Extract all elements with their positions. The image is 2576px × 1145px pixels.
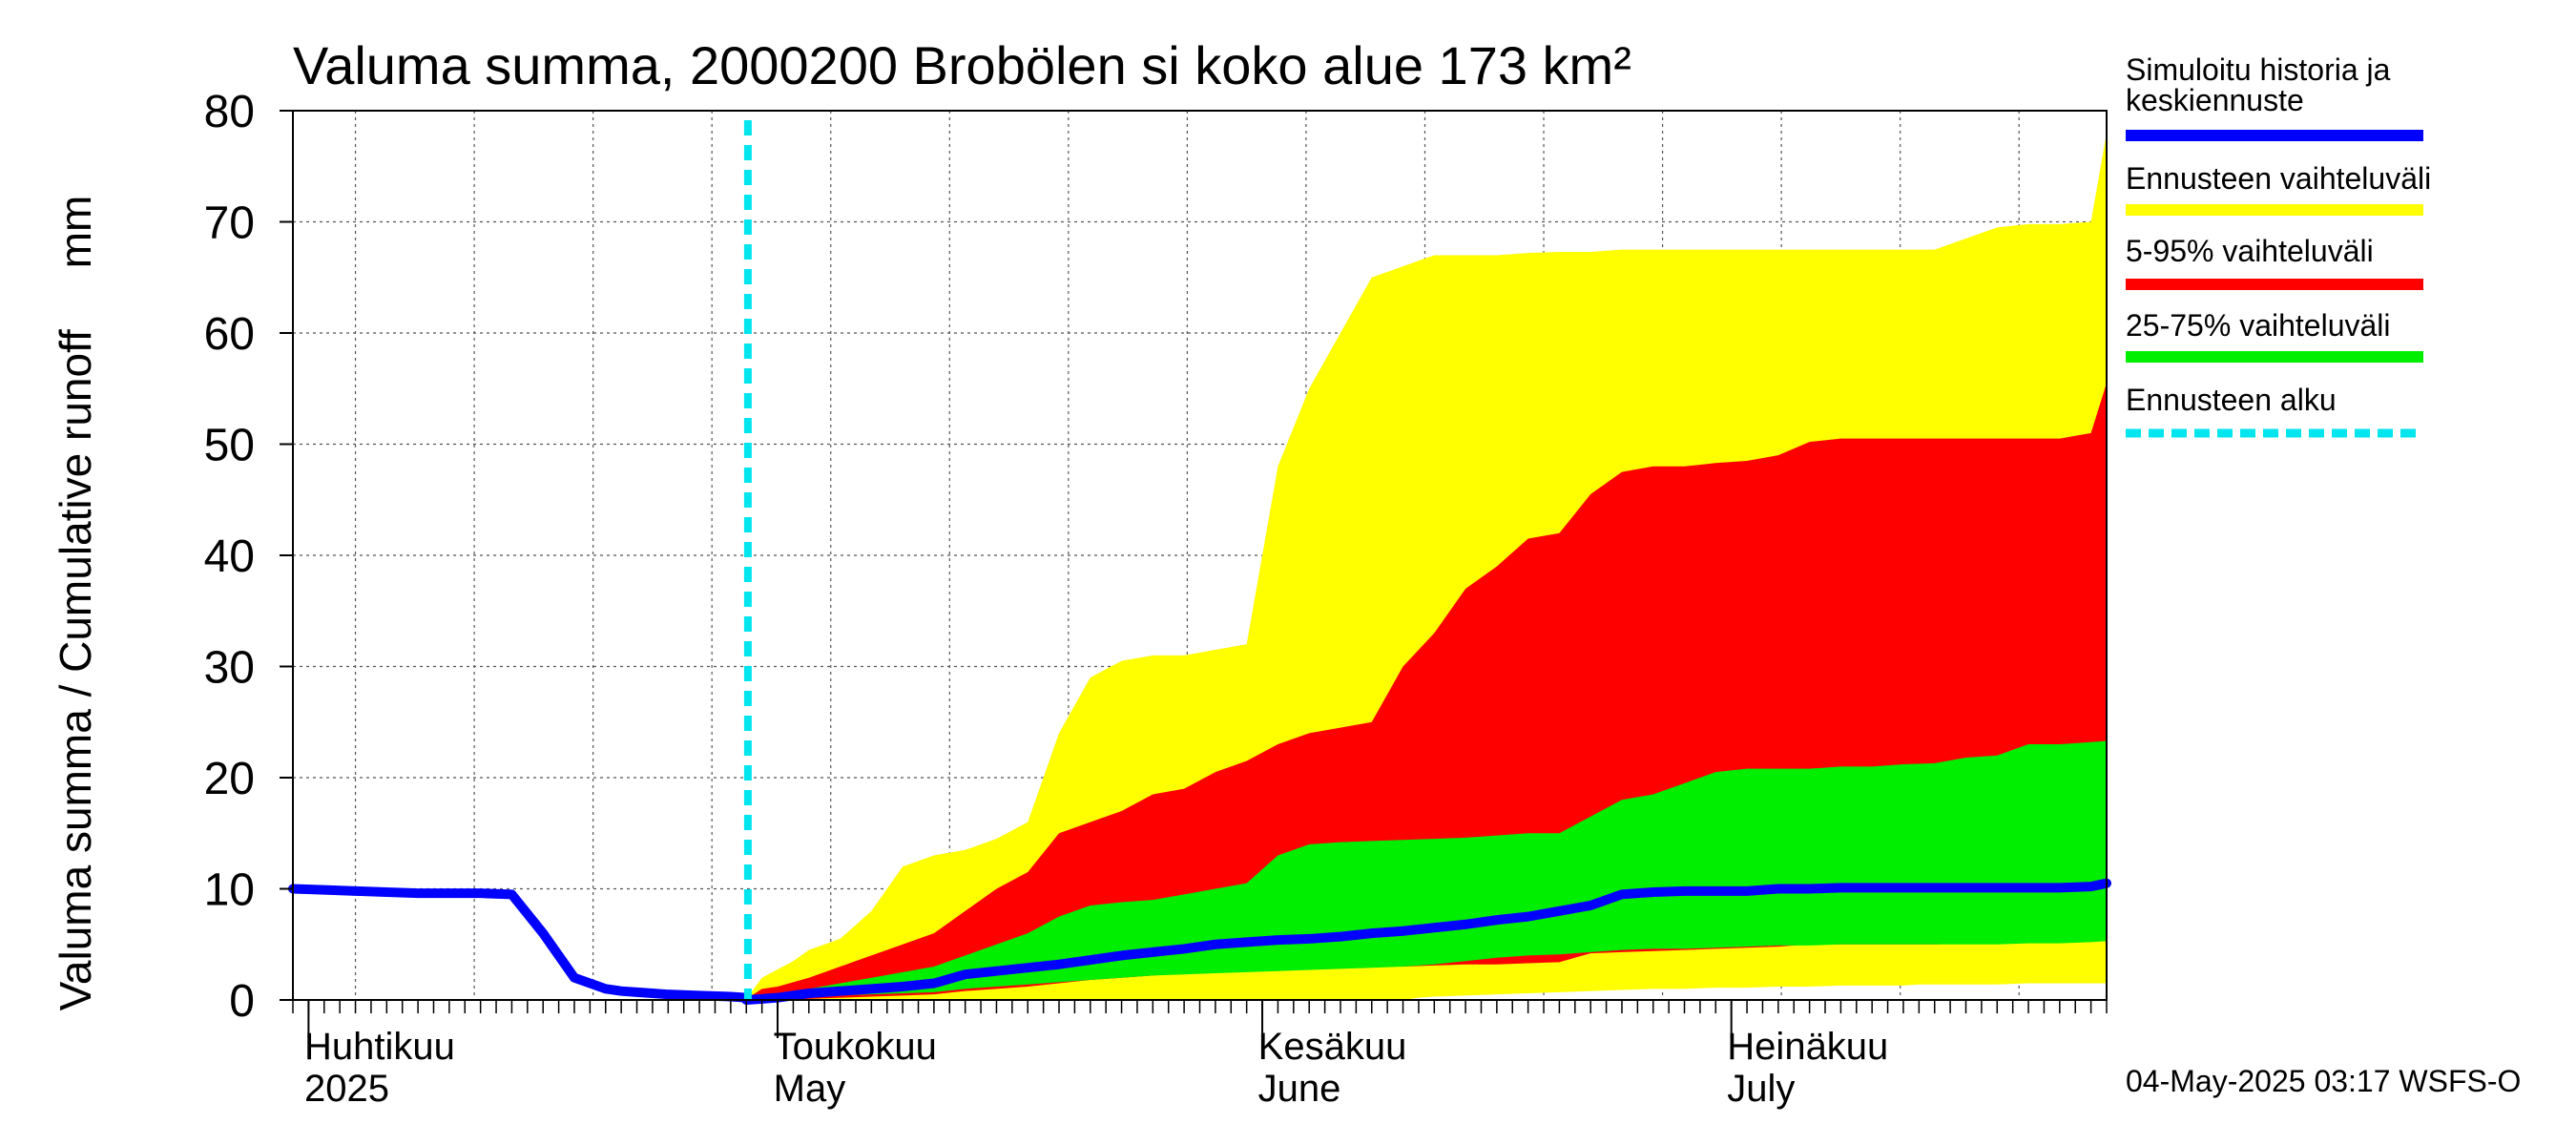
legend-entry: 25-75% vaihteluväli xyxy=(2126,308,2423,363)
y-tick-label: 80 xyxy=(204,87,255,137)
y-axis-label: Valuma summa / Cumulative runoff mm xyxy=(51,196,100,1011)
y-tick-label: 70 xyxy=(204,198,255,249)
legend-entry: Ennusteen vaihteluväli xyxy=(2126,161,2431,216)
median-forecast-line xyxy=(741,878,2111,1005)
month-label-en: June xyxy=(1258,1068,1341,1110)
month-label-en: July xyxy=(1727,1068,1795,1110)
band-25-75 xyxy=(746,740,2107,1000)
legend-label: Ennusteen vaihteluväli xyxy=(2126,161,2431,196)
legend-entry: 5-95% vaihteluväli xyxy=(2126,234,2423,290)
y-tick-label: 0 xyxy=(229,976,255,1027)
legend-label: keskiennuste xyxy=(2126,83,2304,117)
legend-label: Ennusteen alku xyxy=(2126,383,2337,417)
y-tick-label: 60 xyxy=(204,309,255,360)
month-label-fi: Heinäkuu xyxy=(1727,1026,1888,1068)
legend-entry: Ennusteen alku xyxy=(2126,383,2423,438)
month-label-fi: Kesäkuu xyxy=(1258,1026,1407,1068)
y-tick-label: 20 xyxy=(204,754,255,804)
legend-label: 5-95% vaihteluväli xyxy=(2126,234,2374,268)
month-label-en: 2025 xyxy=(304,1068,389,1110)
y-tick-label: 40 xyxy=(204,531,255,582)
y-tick-label: 30 xyxy=(204,643,255,694)
series-layer xyxy=(288,120,2111,1005)
y-tick-label: 10 xyxy=(204,865,255,916)
month-label-fi: Huhtikuu xyxy=(304,1026,455,1068)
legend-label: Simuloitu historia ja xyxy=(2126,52,2391,87)
y-tick-label: 50 xyxy=(204,421,255,471)
legend-label: 25-75% vaihteluväli xyxy=(2126,308,2391,343)
chart-title: Valuma summa, 2000200 Brobölen si koko a… xyxy=(293,35,1631,95)
history-line xyxy=(288,884,752,1003)
timestamp-footer: 04-May-2025 03:17 WSFS-O xyxy=(2126,1064,2521,1098)
month-label-fi: Toukokuu xyxy=(774,1026,937,1068)
month-label-en: May xyxy=(774,1068,846,1110)
